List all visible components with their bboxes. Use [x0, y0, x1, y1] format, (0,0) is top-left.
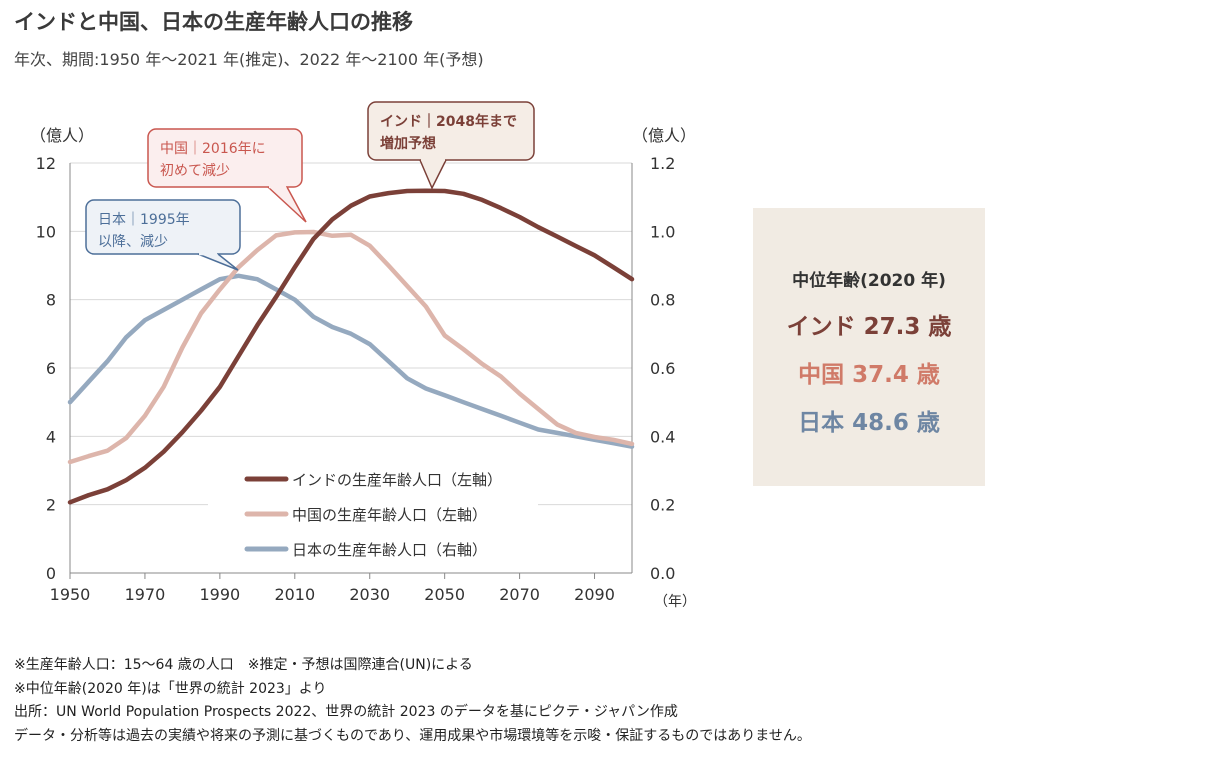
x-tick-label: 1950: [50, 585, 91, 604]
series-lines: [67, 188, 635, 505]
legend-label-1: 中国の生産年齢人口（左軸）: [292, 506, 487, 524]
left-tick-label: 0: [46, 564, 56, 583]
annotation-callouts: インド｜2048年まで増加予想中国｜2016年に初めて減少日本｜1995年以降、…: [85, 101, 535, 271]
right-tick-label: 0.0: [650, 564, 675, 583]
median-age-title: 中位年齢(2020 年): [792, 271, 946, 291]
legend-label-2: 日本の生産年齢人口（右軸）: [292, 541, 487, 559]
left-tick-label: 4: [46, 427, 56, 446]
left-tick-label: 6: [46, 359, 56, 378]
callout-pointer: [267, 186, 307, 223]
right-axis-ticks: 0.0 0.2 0.4 0.6 0.8 1.0 1.2: [650, 154, 675, 583]
callout-box: [85, 199, 241, 255]
callout-text: 初めて減少: [160, 162, 230, 179]
right-tick-label: 1.0: [650, 222, 675, 241]
right-tick-label: 0.6: [650, 359, 675, 378]
footnote-source: 出所：UN World Population Prospects 2022、世界…: [14, 704, 678, 720]
left-tick-label: 8: [46, 291, 56, 310]
series-line-2: [67, 273, 635, 449]
left-axis-ticks: 0 2 4 6 8 10 12: [36, 154, 56, 583]
x-tick-label: 2010: [274, 585, 315, 604]
left-tick-label: 12: [36, 154, 56, 173]
population-line-chart: 0 2 4 6 8 10 12 0.0 0.2 0.4 0.6 0.8 1.0 1.2 1950 1970…: [30, 101, 696, 610]
x-axis-unit: （年）: [654, 594, 696, 610]
series-line-1: [67, 229, 635, 465]
median-age-india: インド 27.3 歳: [786, 314, 952, 340]
median-age-china: 中国 37.4 歳: [798, 362, 940, 388]
callout-pointer: [197, 253, 239, 271]
callout-text: 以降、減少: [98, 233, 168, 250]
footnote-definition: ※生産年齢人口：15～64 歳の人口 ※推定・予想は国際連合(UN)による: [14, 657, 473, 673]
callout-pointer: [419, 159, 447, 190]
callout-box: [147, 128, 303, 188]
right-tick-label: 0.4: [650, 427, 675, 446]
footnotes: ※生産年齢人口：15～64 歳の人口 ※推定・予想は国際連合(UN)による ※中…: [14, 654, 811, 748]
x-axis-ticks: 1950 1970 1990 2010 2030 2050 2070 2090: [50, 573, 615, 604]
page-subtitle: 年次、期間:1950 年～2021 年(推定)、2022 年～2100 年(予想…: [14, 50, 484, 69]
axis-unit-labels: （億人） （億人） （年）: [30, 126, 696, 610]
x-tick-label: 2070: [499, 585, 540, 604]
right-axis-unit: （億人）: [632, 126, 696, 145]
x-tick-label: 1970: [125, 585, 166, 604]
right-tick-label: 0.8: [650, 291, 675, 310]
series-line-0: [67, 188, 635, 505]
callout-text: インド｜2048年まで: [380, 113, 517, 130]
chart-legend: インドの生産年齢人口（左軸） 中国の生産年齢人口（左軸） 日本の生産年齢人口（右軸）: [208, 462, 538, 562]
left-tick-label: 2: [46, 496, 56, 515]
median-age-japan: 日本 48.6 歳: [798, 410, 940, 436]
callout-text: 増加予想: [380, 135, 436, 152]
x-tick-label: 1990: [200, 585, 241, 604]
legend-label-0: インドの生産年齢人口（左軸）: [292, 471, 502, 489]
footnote-disclaimer: データ・分析等は過去の実績や将来の予測に基づくものであり、運用成果や市場環境等を…: [14, 727, 811, 744]
x-tick-label: 2030: [349, 585, 390, 604]
callout-box: [367, 101, 535, 161]
median-age-panel: 中位年齢(2020 年) インド 27.3 歳 中国 37.4 歳 日本 48.…: [753, 208, 985, 486]
callout-text: 中国｜2016年に: [160, 141, 266, 157]
left-axis-unit: （億人）: [30, 126, 94, 145]
left-tick-label: 10: [36, 222, 56, 241]
x-tick-label: 2050: [424, 585, 465, 604]
right-tick-label: 0.2: [650, 496, 675, 515]
callout-text: 日本｜1995年: [98, 212, 190, 228]
x-tick-label: 2090: [574, 585, 615, 604]
page-title: インドと中国、日本の生産年齢人口の推移: [14, 10, 413, 34]
axes: [69, 163, 633, 574]
right-tick-label: 1.2: [650, 154, 675, 173]
footnote-median-source: ※中位年齢(2020 年)は「世界の統計 2023」より: [14, 680, 327, 697]
